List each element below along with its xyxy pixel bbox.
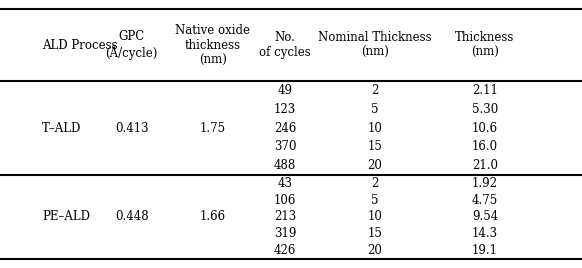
Text: 15: 15 bbox=[368, 140, 382, 153]
Text: 426: 426 bbox=[274, 244, 296, 257]
Text: ALD Process: ALD Process bbox=[42, 39, 118, 52]
Text: 5.30: 5.30 bbox=[472, 103, 498, 116]
Text: 20: 20 bbox=[368, 244, 382, 257]
Text: 2.11: 2.11 bbox=[472, 84, 498, 97]
Text: 14.3: 14.3 bbox=[472, 227, 498, 240]
Text: 19.1: 19.1 bbox=[472, 244, 498, 257]
Text: 16.0: 16.0 bbox=[472, 140, 498, 153]
Text: 319: 319 bbox=[274, 227, 296, 240]
Text: 1.75: 1.75 bbox=[200, 121, 226, 135]
Text: 2: 2 bbox=[371, 84, 379, 97]
Text: 43: 43 bbox=[278, 177, 293, 190]
Text: Nominal Thickness
(nm): Nominal Thickness (nm) bbox=[318, 31, 432, 59]
Text: 15: 15 bbox=[368, 227, 382, 240]
Text: 21.0: 21.0 bbox=[472, 159, 498, 172]
Text: 10: 10 bbox=[368, 210, 382, 224]
Text: 488: 488 bbox=[274, 159, 296, 172]
Text: 20: 20 bbox=[368, 159, 382, 172]
Text: 9.54: 9.54 bbox=[472, 210, 498, 224]
Text: 213: 213 bbox=[274, 210, 296, 224]
Text: 123: 123 bbox=[274, 103, 296, 116]
Text: 5: 5 bbox=[371, 103, 379, 116]
Text: 4.75: 4.75 bbox=[472, 194, 498, 207]
Text: 1.66: 1.66 bbox=[200, 210, 226, 224]
Text: 49: 49 bbox=[278, 84, 293, 97]
Text: 106: 106 bbox=[274, 194, 296, 207]
Text: T–ALD: T–ALD bbox=[42, 121, 81, 135]
Text: 10.6: 10.6 bbox=[472, 121, 498, 135]
Text: 0.413: 0.413 bbox=[115, 121, 148, 135]
Text: 10: 10 bbox=[368, 121, 382, 135]
Text: 1.92: 1.92 bbox=[472, 177, 498, 190]
Text: GPC
(Å/cycle): GPC (Å/cycle) bbox=[105, 30, 158, 60]
Text: No.
of cycles: No. of cycles bbox=[260, 31, 311, 59]
Text: Thickness
(nm): Thickness (nm) bbox=[455, 31, 514, 59]
Text: 246: 246 bbox=[274, 121, 296, 135]
Text: Native oxide
thickness
(nm): Native oxide thickness (nm) bbox=[175, 24, 250, 67]
Text: 0.448: 0.448 bbox=[115, 210, 148, 224]
Text: 370: 370 bbox=[274, 140, 296, 153]
Text: 2: 2 bbox=[371, 177, 379, 190]
Text: PE–ALD: PE–ALD bbox=[42, 210, 90, 224]
Text: 5: 5 bbox=[371, 194, 379, 207]
